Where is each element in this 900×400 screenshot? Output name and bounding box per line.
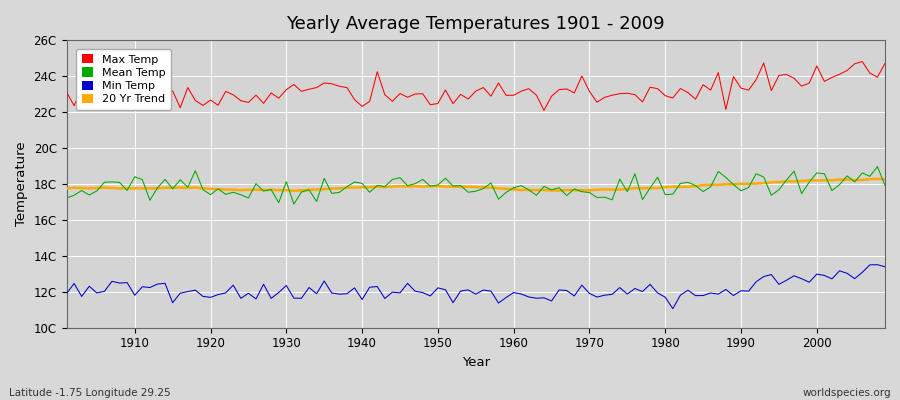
Y-axis label: Temperature: Temperature [15,142,28,226]
Text: worldspecies.org: worldspecies.org [803,388,891,398]
Legend: Max Temp, Mean Temp, Min Temp, 20 Yr Trend: Max Temp, Mean Temp, Min Temp, 20 Yr Tre… [76,48,171,110]
X-axis label: Year: Year [462,356,490,369]
Text: Latitude -1.75 Longitude 29.25: Latitude -1.75 Longitude 29.25 [9,388,171,398]
Title: Yearly Average Temperatures 1901 - 2009: Yearly Average Temperatures 1901 - 2009 [286,15,665,33]
